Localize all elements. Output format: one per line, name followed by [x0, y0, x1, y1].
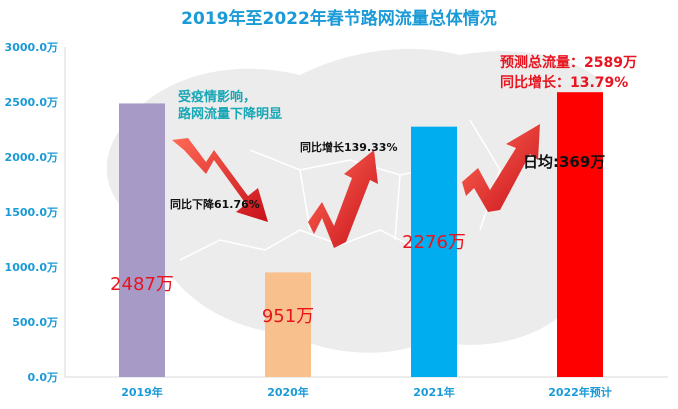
annotation-drop: 同比下降61.76%: [170, 197, 260, 211]
data-label: 951万: [262, 306, 314, 327]
x-tick-label: 2020年: [267, 385, 309, 399]
x-tick-label: 2021年: [413, 385, 455, 399]
y-tick-label: 1000.0万: [5, 261, 58, 274]
y-tick-label: 1500.0万: [5, 206, 58, 219]
data-label: 2276万: [402, 232, 466, 253]
up-arrow-icon: [308, 150, 378, 248]
bar: [411, 126, 457, 377]
annotations: 受疫情影响， 路网流量下降明显 同比下降61.76% 同比增长139.33% 预…: [170, 54, 637, 211]
data-label: 2487万: [110, 274, 174, 295]
chart-title: 2019年至2022年春节路网流量总体情况: [181, 8, 497, 29]
annotation-covid-line1: 受疫情影响，: [178, 89, 256, 105]
bar: [557, 92, 603, 378]
x-tick-label: 2019年: [121, 385, 163, 399]
bar: [119, 103, 165, 378]
annotation-covid-line2: 路网流量下降明显: [178, 106, 282, 122]
x-tick-label: 2022年预计: [548, 385, 612, 399]
bar: [265, 272, 311, 377]
annotation-rise: 同比增长139.33%: [300, 140, 397, 154]
y-tick-label: 3000.0万: [5, 41, 58, 54]
annotation-forecast-growth: 同比增长：13.79%: [500, 74, 628, 91]
trend-arrows: [172, 124, 540, 248]
bars: 2019年 2487万 2020年 951万 2021年 2276万 2022年预计: [110, 92, 612, 399]
y-tick-label: 500.0万: [12, 316, 58, 329]
annotation-daily-average: 日均:369万: [523, 153, 605, 171]
y-tick-label: 2500.0万: [5, 96, 58, 109]
annotation-forecast-total: 预测总流量：2589万: [500, 54, 637, 71]
up-arrow-icon: [462, 124, 540, 212]
y-tick-label: 0.0万: [28, 371, 59, 384]
y-tick-label: 2000.0万: [5, 151, 58, 164]
down-arrow-icon: [172, 138, 268, 222]
